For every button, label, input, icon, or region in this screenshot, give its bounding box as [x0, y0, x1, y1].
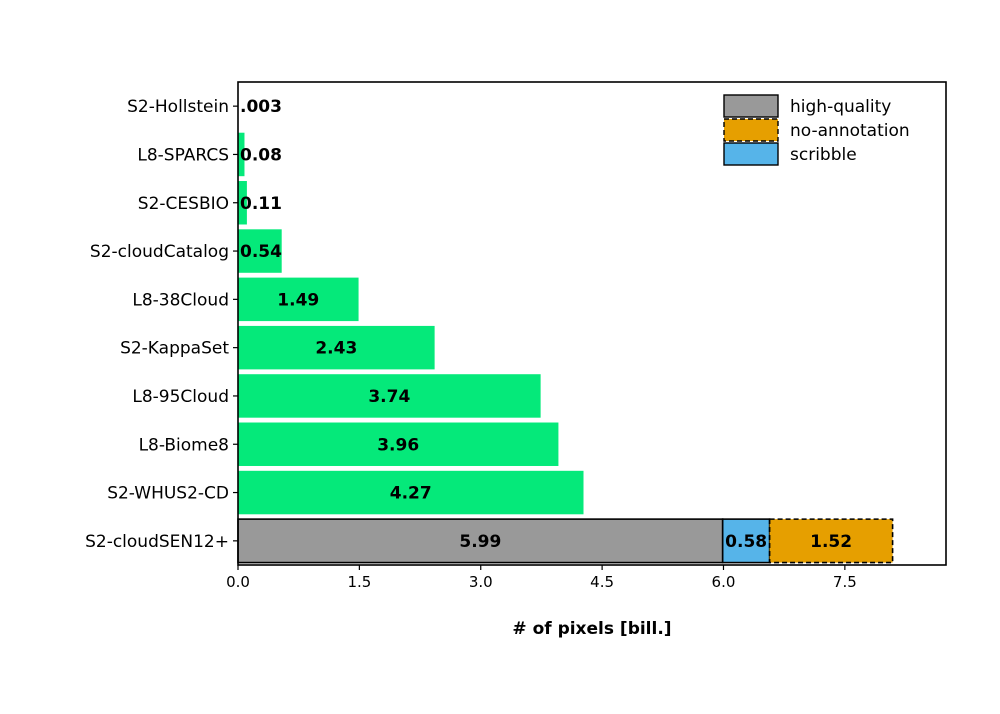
bar	[238, 181, 247, 225]
bar-value-label: 0.11	[240, 194, 282, 214]
bar-value-label: .003	[240, 97, 282, 117]
x-ticks-group: 0.0 1.5 3.0 4.5 6.0 7.5	[226, 565, 857, 591]
legend-label: scribble	[790, 145, 857, 165]
plot-frame	[237, 81, 947, 566]
bar-value-label: 2.43	[315, 339, 357, 359]
x-tick-label: 4.5	[590, 573, 614, 591]
bar	[238, 470, 584, 515]
stacked-value-label: 0.58	[725, 532, 767, 552]
x-tick-label: 7.5	[833, 573, 857, 591]
x-tick-label: 6.0	[712, 573, 736, 591]
bar	[238, 229, 282, 273]
bars-group	[237, 84, 894, 564]
category-label: S2-Hollstein	[127, 97, 229, 117]
x-tick-label: 3.0	[469, 573, 493, 591]
bar-value-label: 4.27	[390, 484, 432, 504]
bar	[238, 277, 359, 322]
legend-label: no-annotation	[790, 121, 910, 141]
bar-value-label: 0.54	[240, 242, 282, 262]
category-label: L8-Biome8	[139, 435, 229, 455]
category-label: S2-KappaSet	[120, 339, 229, 359]
stacked-bar-segment	[768, 518, 894, 564]
bar	[238, 374, 541, 418]
category-label: L8-SPARCS	[137, 145, 229, 165]
stacked-value-label: 5.99	[459, 532, 501, 552]
bar	[238, 422, 559, 466]
x-axis-label: # of pixels [bill.]	[512, 619, 671, 639]
legend-swatch	[723, 118, 779, 142]
category-label: S2-cloudCatalog	[90, 242, 229, 262]
bar-value-label: 3.74	[368, 387, 410, 407]
stacked-bar-segment	[721, 518, 771, 564]
stacked-bar-segment	[237, 518, 724, 564]
bar-value-label: 3.96	[377, 435, 419, 455]
stacked-value-label: 1.52	[810, 532, 852, 552]
value-labels-group: .003 0.08 0.11 0.54 1.49 2.43 3.74 3.96 4.27 5.99…	[240, 97, 852, 552]
bar	[238, 132, 245, 177]
legend-swatch	[723, 142, 779, 166]
legend-swatch	[723, 94, 779, 118]
category-label: S2-cloudSEN12+	[85, 532, 229, 552]
bar-value-label: 0.08	[240, 145, 282, 165]
category-label: S2-WHUS2-CD	[107, 484, 229, 504]
category-labels-group: S2-Hollstein L8-SPARCS S2-CESBIO S2-cloudCa…	[85, 97, 238, 552]
bar	[238, 325, 435, 370]
category-label: L8-95Cloud	[132, 387, 229, 407]
x-tick-label: 0.0	[226, 573, 250, 591]
legend-label: high-quality	[790, 97, 891, 117]
category-label: S2-CESBIO	[138, 194, 229, 214]
category-label: L8-38Cloud	[132, 290, 229, 310]
bar-value-label: 1.49	[277, 290, 319, 310]
legend: high-quality no-annotation scribble	[723, 94, 910, 166]
x-tick-label: 1.5	[347, 573, 371, 591]
